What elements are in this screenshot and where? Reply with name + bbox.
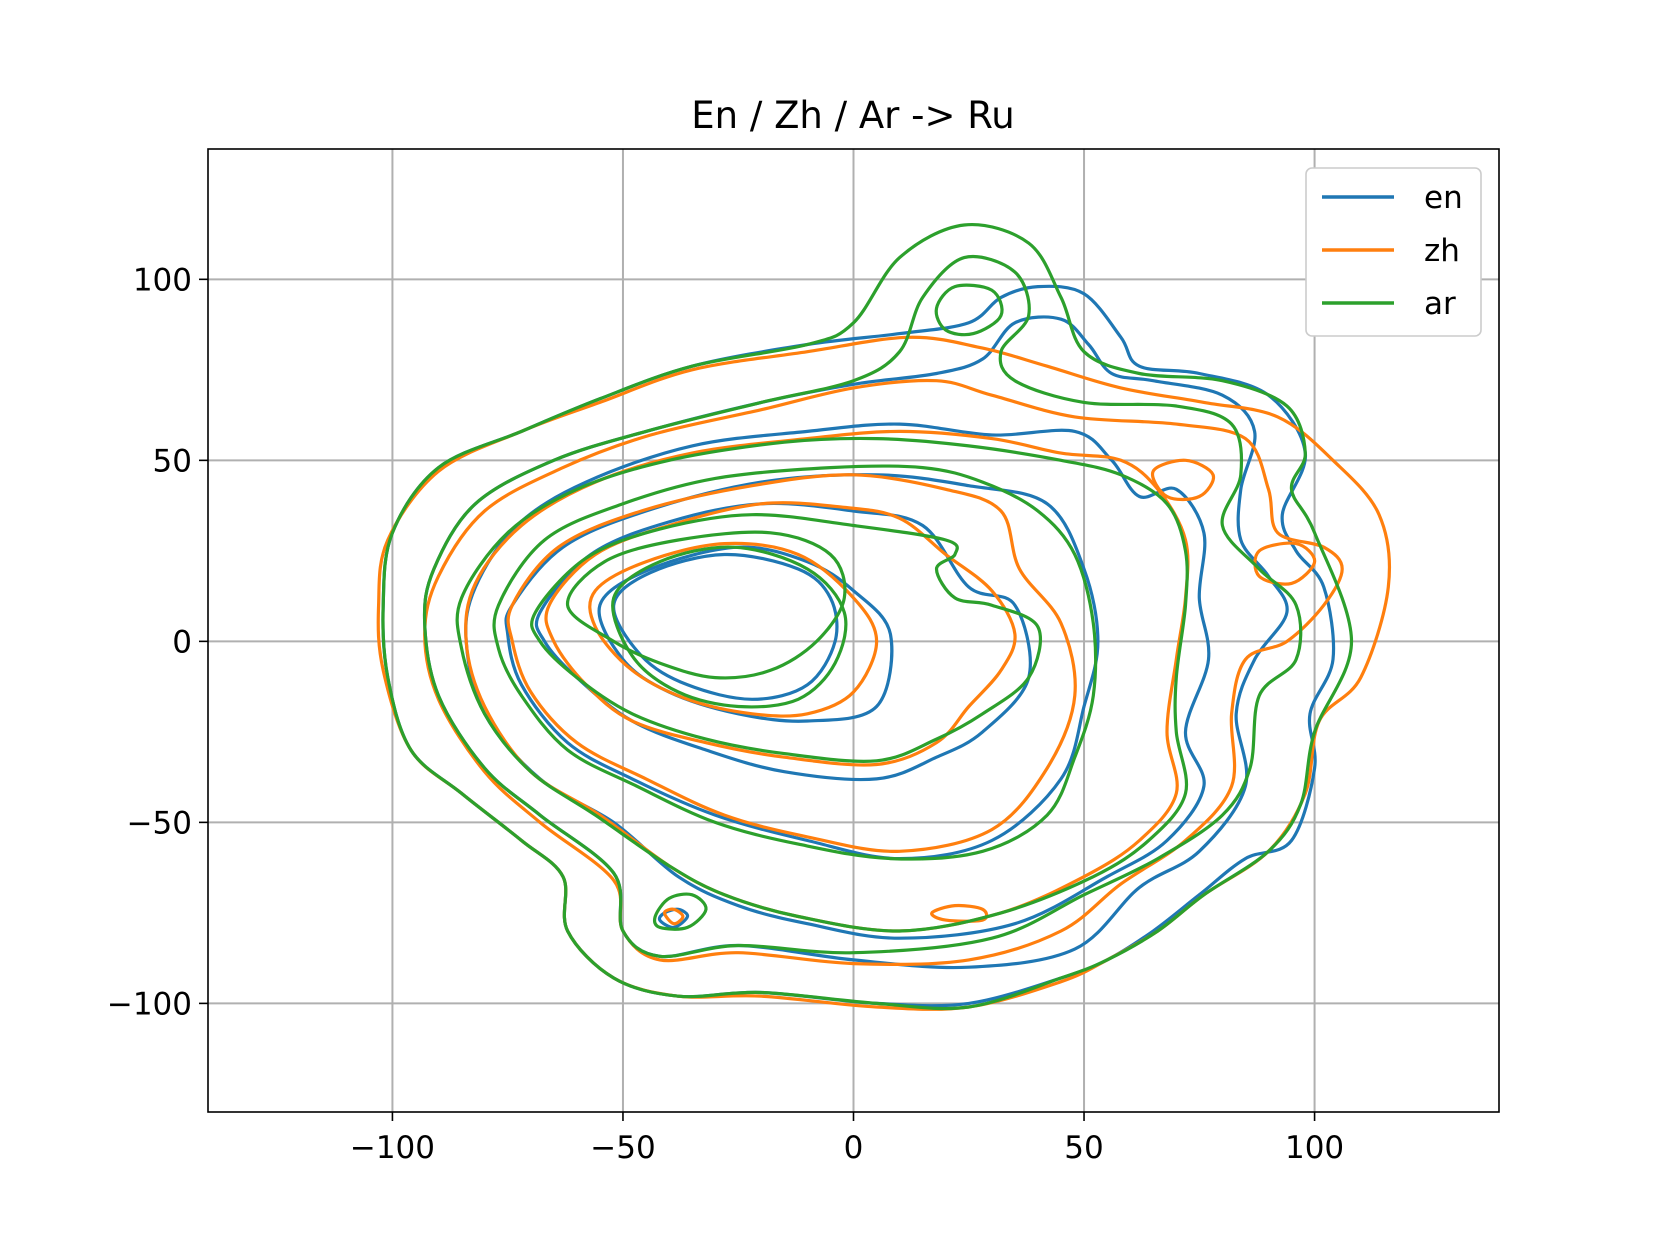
contour-en-6 [612, 552, 839, 701]
legend-label-zh: zh [1424, 233, 1460, 269]
contour-ar-0 [381, 222, 1354, 1011]
legend-label-en: en [1424, 180, 1463, 216]
contour-ar-8 [652, 892, 708, 931]
y-tick-label-2: 0 [172, 624, 192, 660]
x-tick-label-0: −100 [350, 1130, 435, 1166]
contour-zh-8 [930, 903, 989, 923]
chart-title: En / Zh / Ar -> Ru [691, 94, 1015, 137]
contour-zh-3 [506, 473, 1077, 853]
contour-zh-4 [544, 501, 1017, 767]
legend-label-ar: ar [1424, 286, 1456, 322]
legend: en zh ar [1305, 167, 1482, 337]
x-tick-label-1: −50 [590, 1130, 655, 1166]
contour-zh-5 [588, 541, 879, 718]
axis-ticks: −100 −50 0 50 100 −100 −50 0 50 100 [107, 262, 1344, 1166]
contour-zh-7 [1253, 541, 1317, 586]
x-tick-label-4: 100 [1285, 1130, 1344, 1166]
x-tick-label-2: 0 [844, 1130, 864, 1166]
legend-box [1305, 167, 1482, 337]
contour-ar-6 [611, 545, 848, 709]
contour-zh-9 [662, 907, 685, 926]
contour-lines [376, 222, 1392, 1011]
y-tick-label-1: −50 [127, 805, 192, 841]
contour-ar-2 [455, 436, 1189, 933]
contour-en-3 [504, 473, 1100, 861]
series-ar [381, 222, 1354, 1011]
x-tick-label-3: 50 [1064, 1130, 1103, 1166]
y-tick-label-0: −100 [107, 986, 192, 1022]
contour-ar-7 [934, 283, 1004, 337]
contour-ar-5 [566, 530, 847, 680]
contour-ar-4 [530, 513, 1042, 763]
contour-ar-3 [492, 464, 1098, 861]
contour-zh-6 [1150, 458, 1216, 502]
y-tick-label-3: 50 [153, 443, 192, 479]
contour-ar-1 [422, 255, 1303, 959]
y-tick-label-4: 100 [133, 262, 192, 298]
